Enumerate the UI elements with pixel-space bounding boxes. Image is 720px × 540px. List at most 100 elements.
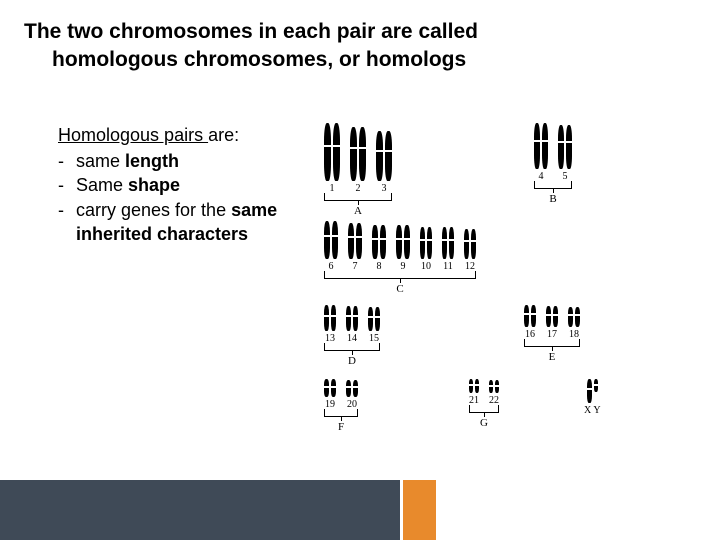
heading-underlined: Homologous pairs <box>58 125 208 145</box>
chromosome-y <box>594 379 598 392</box>
bar-segment-mid <box>403 480 439 540</box>
chromatid <box>531 305 536 327</box>
chromosome-pair: 1 <box>324 123 340 194</box>
chromatid <box>420 227 425 259</box>
chromatid <box>353 380 358 397</box>
chromatid-pair <box>346 380 358 397</box>
chromosome-pair: 2 <box>350 127 366 194</box>
chromosome-pair: 16 <box>524 305 536 340</box>
pairs-wrap: 6789101112 <box>324 221 476 272</box>
chromatid-pair <box>324 123 340 181</box>
chromosome-pair: 4 <box>534 123 548 182</box>
chromatid-pair <box>350 127 366 181</box>
chromatid <box>464 229 469 259</box>
chromosome-pair: 14 <box>346 306 358 344</box>
chromatid <box>350 127 357 181</box>
group-label: D <box>348 355 356 367</box>
chromatid <box>442 227 447 259</box>
chromosome-group-inner: 123 A <box>324 123 392 217</box>
chromosome-group-inner: 131415D <box>324 305 380 367</box>
group-label: E <box>549 351 556 363</box>
slide: The two chromosomes in each pair are cal… <box>0 0 720 540</box>
bullet-2-pre: Same <box>76 175 128 195</box>
chromosome-pair: 20 <box>346 380 358 410</box>
content-row: Homologous pairs are: same length Same s… <box>24 123 696 463</box>
chromatid-pair <box>546 306 558 327</box>
group-bracket <box>324 343 380 351</box>
chromatid <box>524 305 529 327</box>
group-bracket <box>534 181 572 189</box>
chromosome-group: 161718E <box>524 305 580 363</box>
chromosome-pair: 8 <box>372 225 386 272</box>
chromatid <box>558 125 564 169</box>
chromosome-pair: 7 <box>348 223 362 272</box>
chromosome-pair: 5 <box>558 125 572 182</box>
chromosome-pair: 12 <box>464 229 476 272</box>
chromosome-pair: 22 <box>489 380 499 406</box>
bullet-list: same length Same shape carry genes for t… <box>58 149 314 246</box>
chromosome-group: 123 A <box>324 123 392 217</box>
chromosome-pair: 3 <box>376 131 392 194</box>
chromatid <box>553 306 558 327</box>
chromatid-pair <box>368 307 380 331</box>
chromosome-group-inner: 161718E <box>524 305 580 363</box>
chromatid <box>346 380 351 397</box>
chromosome-group: 2122 G <box>469 379 499 429</box>
chromatid <box>332 221 338 259</box>
chromatid-pair <box>348 223 362 259</box>
chromatid <box>404 225 410 259</box>
chromatid <box>489 380 493 393</box>
chromatid <box>380 225 386 259</box>
chromosome-pair: 17 <box>546 306 558 340</box>
chromatid <box>346 306 351 331</box>
group-label: C <box>396 283 403 295</box>
chromatid <box>575 307 580 327</box>
chromatid-pair <box>376 131 392 181</box>
chromosome-group: 6789101112 C <box>324 221 476 295</box>
chromatid-pair <box>442 227 454 259</box>
chromatid <box>375 307 380 331</box>
chromatid-pair <box>489 380 499 393</box>
chromatid <box>333 123 340 181</box>
group-bracket <box>324 193 392 201</box>
chromosome-group-inner: 1920F <box>324 379 358 433</box>
chromatid <box>568 307 573 327</box>
chromatid-pair <box>558 125 572 169</box>
chromatid <box>396 225 402 259</box>
chromatid <box>385 131 392 181</box>
chromatid <box>475 379 479 393</box>
chromatid <box>495 380 499 393</box>
chromatid <box>542 123 548 169</box>
pairs-wrap: 2122 <box>469 379 499 406</box>
chromatid-pair <box>372 225 386 259</box>
pairs-wrap: 123 <box>324 123 392 194</box>
chromatid-pair <box>420 227 432 259</box>
chromosome-pair: 10 <box>420 227 432 272</box>
chromosome-pair: 13 <box>324 305 336 344</box>
chromatid <box>546 306 551 327</box>
chromatid-pair <box>396 225 410 259</box>
group-bracket <box>324 271 476 279</box>
karyotype-diagram: 123A45B6789101112C131415D161718E1920F212… <box>324 123 696 463</box>
chromosome-pair: 11 <box>442 227 454 272</box>
chromatid <box>359 127 366 181</box>
chromatid <box>534 123 540 169</box>
bullet-3: carry genes for the same inherited chara… <box>58 198 314 247</box>
pairs-wrap: 1920 <box>324 379 358 410</box>
heading-rest: are: <box>208 125 239 145</box>
chromosome-pair: 6 <box>324 221 338 272</box>
chromosome-pair: 19 <box>324 379 336 410</box>
bullet-1: same length <box>58 149 314 173</box>
chromosome-number: X Y <box>584 405 601 416</box>
chromatid-pair <box>324 305 336 331</box>
group-label: G <box>480 417 488 429</box>
chromatid <box>566 125 572 169</box>
homologous-heading: Homologous pairs are: <box>58 123 314 147</box>
bar-segment-left <box>0 480 403 540</box>
chromatid <box>376 131 383 181</box>
chromatid <box>324 305 329 331</box>
group-label: A <box>354 205 362 217</box>
chromosome-group-inner: 6789101112 C <box>324 221 476 295</box>
text-column: Homologous pairs are: same length Same s… <box>24 123 314 463</box>
chromatid-pair <box>524 305 536 327</box>
